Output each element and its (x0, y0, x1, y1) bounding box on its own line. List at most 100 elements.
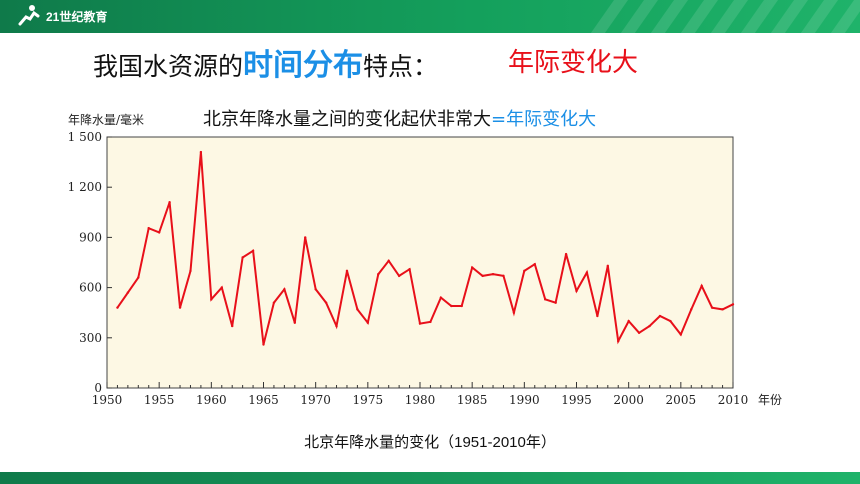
title-prefix: 我国水资源的 (93, 52, 244, 81)
data-point (189, 269, 192, 273)
data-point (220, 286, 223, 289)
data-point (596, 314, 599, 318)
data-point (564, 252, 568, 256)
plot-area (106, 136, 734, 389)
data-point (690, 308, 693, 311)
data-point (669, 319, 672, 323)
x-tick-label: 2005 (666, 393, 697, 407)
title-suffix: 特点： (363, 52, 439, 81)
x-tick-label: 1950 (92, 393, 123, 407)
data-point (262, 343, 265, 346)
runner-logo-icon (18, 5, 40, 26)
y-tick-label: 300 (79, 331, 102, 345)
x-tick-label: 1980 (405, 393, 436, 407)
data-point (512, 311, 516, 314)
x-tick-label: 1995 (561, 393, 592, 407)
series-line-precipitation (116, 152, 734, 345)
data-point (366, 321, 370, 324)
precipitation-chart: 0 300 600 900 1 200 1 500 1950 1955 1960 1965 1970… (60, 108, 840, 418)
data-point (251, 249, 255, 252)
y-tick-label: 0 (94, 381, 102, 395)
data-point (533, 262, 536, 266)
y-tick-label: 900 (79, 230, 102, 244)
footer-bar (0, 472, 860, 484)
header-bar: 21世纪教育 (0, 0, 860, 33)
data-point (397, 274, 401, 278)
data-point (157, 231, 161, 234)
data-point (137, 276, 140, 279)
data-point (324, 301, 328, 304)
data-point (700, 284, 703, 288)
data-point (491, 273, 495, 276)
data-point (241, 256, 244, 259)
data-point (470, 266, 474, 269)
data-point (126, 291, 130, 294)
data-point (116, 306, 119, 309)
data-point (304, 236, 307, 239)
brand-logo: 21世纪教育 (16, 4, 107, 28)
data-point (199, 150, 203, 154)
chart-subtitle: 北京年降水量之间的变化起伏非常大=年际变化大 (203, 105, 596, 131)
data-point (293, 321, 296, 324)
title-answer: 年际变化大 (508, 48, 639, 78)
x-tick-label: 1960 (196, 393, 227, 407)
logo-text: 21世纪教育 (46, 9, 108, 24)
y-tick-label: 600 (79, 281, 102, 295)
data-point (648, 324, 651, 328)
slide-title: 我国水资源的 时间分布 特点： (93, 40, 438, 84)
x-tick-label: 1955 (144, 393, 175, 407)
data-point (408, 267, 411, 271)
chart-svg: 0 300 600 900 1 200 1 500 1950 1955 1960 1965 1970… (68, 112, 782, 407)
y-tick-label: 1 500 (68, 130, 102, 144)
data-point (731, 303, 735, 306)
data-point (168, 201, 171, 204)
data-point (377, 273, 380, 276)
data-point (679, 333, 683, 336)
data-point (710, 306, 714, 309)
data-point (554, 301, 557, 304)
data-point (575, 289, 578, 293)
x-tick-label: 2010 (718, 393, 749, 407)
data-point (523, 269, 526, 273)
x-tick-label: 1965 (248, 393, 279, 407)
x-tick-label: 1970 (300, 393, 331, 407)
data-point (356, 308, 359, 311)
data-point (345, 269, 349, 273)
data-point (450, 304, 453, 308)
data-point (210, 298, 213, 301)
y-axis-label: 年降水量/毫米 (68, 112, 144, 127)
data-point (627, 319, 630, 323)
data-point (606, 264, 609, 268)
data-point (147, 226, 150, 230)
data-point (418, 322, 422, 325)
y-tick-label: 1 200 (68, 180, 102, 194)
x-tick-label: 1985 (457, 393, 488, 407)
data-point (460, 304, 463, 308)
data-point (481, 274, 484, 278)
data-point (429, 320, 432, 324)
data-point (585, 271, 589, 274)
x-axis-label: 年份 (758, 393, 782, 407)
data-point (283, 288, 286, 291)
data-point (637, 331, 641, 334)
data-point (314, 288, 317, 291)
chart-caption: 北京年降水量的变化（1951-2010年） (304, 434, 556, 451)
data-point (439, 296, 443, 299)
header-stripes (560, 0, 860, 33)
data-point (231, 324, 234, 328)
data-point (658, 314, 662, 318)
data-point (387, 259, 390, 263)
data-point (272, 301, 276, 304)
subtitle-highlight: =年际变化大 (491, 109, 597, 130)
data-point (721, 308, 724, 311)
title-highlight: 时间分布 (243, 48, 364, 83)
data-point (544, 298, 547, 301)
x-tick-label: 2000 (613, 393, 644, 407)
data-point (178, 306, 182, 309)
x-tick-label: 1990 (509, 393, 540, 407)
x-tick-label: 1975 (353, 393, 384, 407)
data-point (617, 339, 620, 343)
data-point (502, 274, 505, 278)
subtitle-text: 北京年降水量之间的变化起伏非常大 (203, 109, 491, 130)
data-point (335, 324, 338, 328)
